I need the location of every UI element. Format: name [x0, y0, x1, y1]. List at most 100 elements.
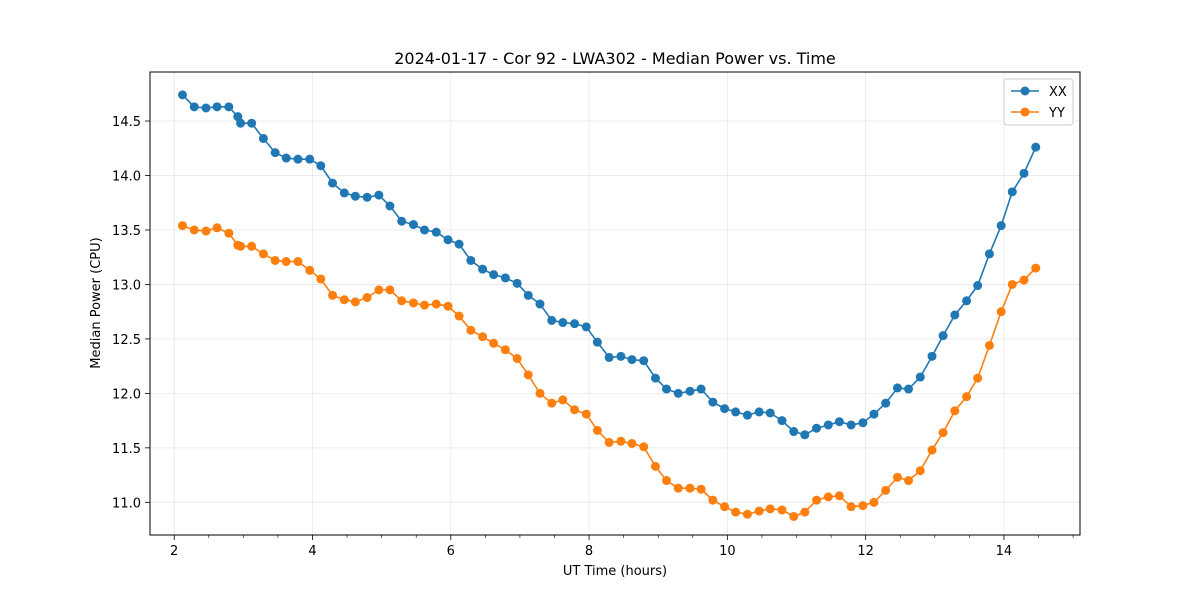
data-point-xx — [385, 201, 395, 211]
series-line-yy — [182, 224, 1037, 518]
data-point-yy — [869, 497, 879, 507]
y-tick-label: 14.5 — [112, 115, 141, 130]
data-point-xx — [696, 384, 706, 394]
data-point-yy — [858, 501, 868, 511]
data-point-xx — [742, 410, 752, 420]
data-point-yy — [443, 301, 453, 311]
data-point-yy — [904, 476, 914, 486]
data-point-xx — [616, 351, 626, 361]
data-point-yy — [178, 221, 187, 231]
data-point-yy — [973, 373, 983, 383]
data-point-xx — [547, 315, 557, 325]
plot-frame — [149, 71, 1081, 536]
x-tick-label: 12 — [857, 544, 874, 559]
data-point-xx — [339, 188, 349, 198]
data-point-yy — [800, 507, 810, 517]
data-point-xx — [731, 407, 741, 417]
data-point-xx — [800, 430, 810, 440]
data-point-yy — [270, 255, 280, 265]
grid — [150, 72, 1080, 535]
data-point-xx — [938, 331, 948, 341]
data-point-yy — [362, 293, 372, 303]
data-point-yy — [224, 228, 234, 238]
data-point-yy — [662, 476, 672, 486]
data-point-yy — [765, 504, 775, 514]
data-point-xx — [478, 264, 488, 274]
data-point-yy — [696, 484, 706, 494]
data-point-xx — [823, 420, 833, 430]
data-point-xx — [466, 255, 476, 265]
data-point-yy — [374, 285, 384, 295]
data-point-yy — [984, 340, 994, 350]
data-point-xx — [662, 384, 672, 394]
data-point-yy — [385, 285, 395, 295]
data-point-xx — [454, 239, 464, 249]
data-point-xx — [362, 192, 372, 202]
data-point-yy — [777, 505, 787, 515]
data-point-xx — [374, 190, 384, 200]
data-point-xx — [904, 384, 914, 394]
data-point-yy — [789, 511, 799, 521]
data-point-xx — [846, 420, 856, 430]
legend: XX YY — [1003, 78, 1074, 126]
series-yy — [178, 221, 1041, 521]
data-point-xx — [950, 310, 960, 320]
data-point-xx — [685, 386, 695, 396]
data-point-yy — [408, 298, 418, 308]
chart-title: 2024-01-17 - Cor 92 - LWA302 - Median Po… — [394, 49, 836, 68]
x-tick-label: 14 — [996, 544, 1013, 559]
data-point-xx — [500, 273, 510, 283]
data-point-yy — [604, 437, 614, 447]
data-point-yy — [639, 442, 649, 452]
data-point-xx — [281, 153, 291, 163]
y-tick-label: 11.5 — [112, 442, 141, 457]
data-point-yy — [189, 225, 199, 235]
data-point-yy — [570, 405, 580, 415]
data-point-yy — [616, 436, 626, 446]
data-point-yy — [397, 296, 407, 306]
data-point-yy — [742, 509, 752, 519]
data-point-xx — [431, 227, 441, 237]
y-tick-label: 13.0 — [112, 278, 141, 293]
data-point-xx — [789, 427, 799, 437]
data-point-yy — [731, 507, 741, 517]
data-point-xx — [443, 235, 453, 245]
y-tick-label: 11.0 — [112, 496, 141, 511]
data-point-xx — [420, 225, 430, 235]
series-layer — [178, 90, 1041, 521]
data-point-yy — [962, 392, 972, 402]
data-point-xx — [858, 418, 868, 428]
data-point-yy — [512, 354, 522, 364]
data-point-xx — [535, 299, 545, 309]
data-point-xx — [881, 398, 891, 408]
data-point-xx — [270, 148, 280, 158]
x-tick-label: 6 — [447, 544, 455, 559]
data-point-yy — [305, 265, 315, 275]
data-point-yy — [950, 406, 960, 416]
data-point-xx — [293, 154, 303, 164]
legend-entry-yy: YY — [1011, 106, 1065, 121]
data-point-yy — [420, 300, 430, 310]
legend-entry-xx: XX — [1011, 85, 1067, 100]
data-point-yy — [1031, 263, 1041, 273]
x-tick-label: 10 — [719, 544, 736, 559]
data-point-xx — [973, 281, 983, 291]
data-point-yy — [201, 226, 211, 236]
data-point-yy — [834, 491, 844, 501]
data-point-xx — [754, 407, 764, 417]
data-point-xx — [1019, 168, 1029, 178]
data-point-yy — [927, 445, 937, 455]
data-point-xx — [512, 278, 522, 288]
data-point-xx — [397, 216, 407, 226]
legend-marker-xx — [1020, 86, 1030, 96]
data-point-yy — [466, 325, 476, 335]
data-point-yy — [650, 461, 660, 471]
data-point-xx — [178, 90, 187, 100]
data-point-xx — [316, 161, 326, 171]
data-point-yy — [281, 257, 291, 267]
data-point-yy — [846, 502, 856, 512]
data-point-xx — [328, 178, 338, 188]
data-point-xx — [489, 270, 499, 280]
data-point-xx — [1031, 142, 1041, 152]
data-point-yy — [592, 425, 602, 435]
